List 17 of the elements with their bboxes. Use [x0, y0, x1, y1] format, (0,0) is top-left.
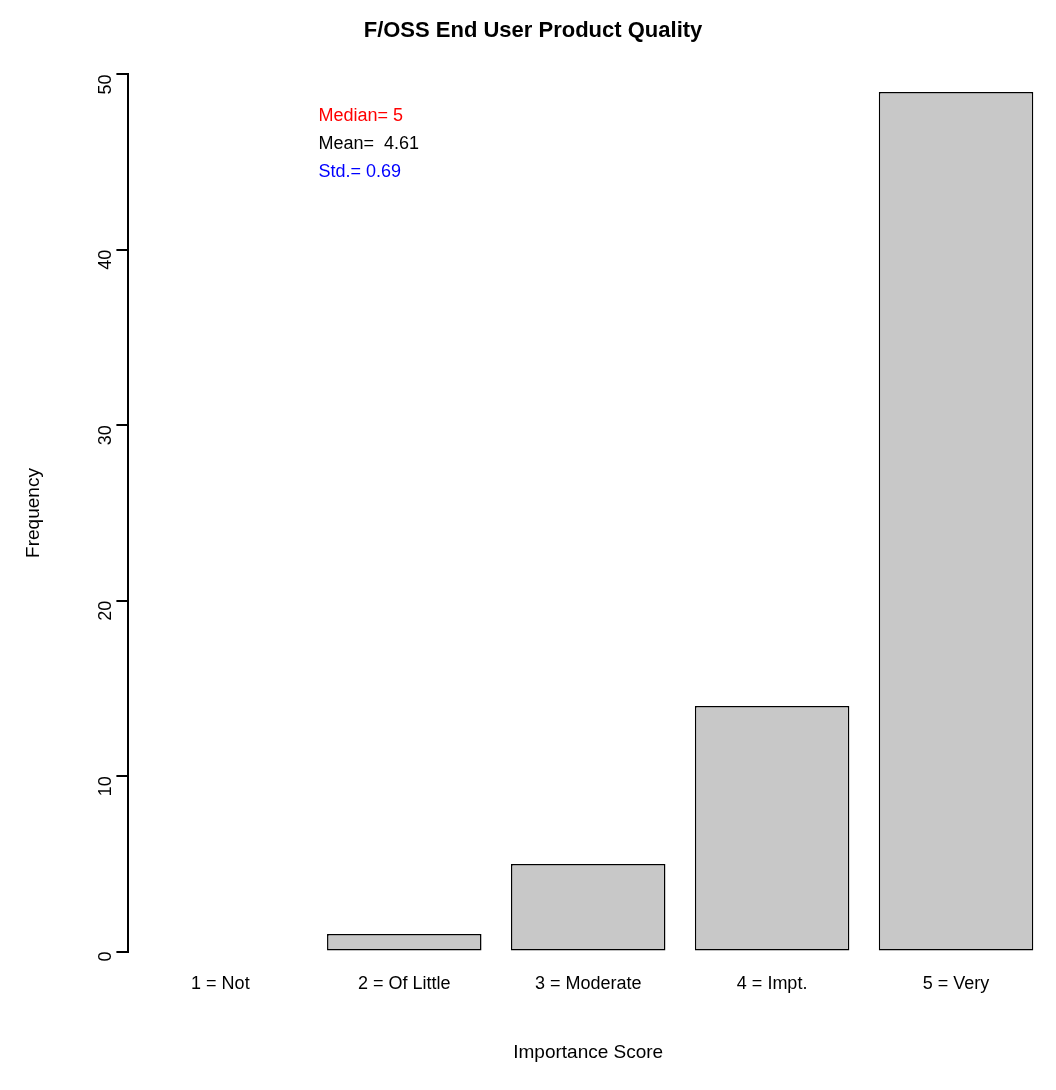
y-tick-label: 50 [95, 74, 116, 95]
x-axis-title: Importance Score [513, 1040, 664, 1062]
x-tick-label: 4 = Impt. [736, 973, 808, 994]
chart-title: F/OSS End User Product Quality [363, 17, 704, 43]
x-tick-label: 1 = Not [191, 973, 250, 994]
y-tick-label: 30 [95, 425, 116, 446]
y-axis-title: Frequency [21, 467, 43, 558]
annotation: Mean= 4.61 [318, 133, 419, 154]
y-tick-label: 10 [95, 776, 116, 797]
x-tick-label: 5 = Very [922, 973, 990, 994]
y-tick-label: 20 [95, 600, 116, 621]
annotation: Median= 5 [318, 105, 403, 126]
y-tick-label: 40 [95, 249, 116, 270]
x-tick-label: 3 = Moderate [534, 973, 642, 994]
annotation: Std.= 0.69 [318, 161, 401, 182]
y-tick-label: 0 [95, 951, 116, 962]
x-tick-label: 2 = Of Little [358, 973, 451, 994]
